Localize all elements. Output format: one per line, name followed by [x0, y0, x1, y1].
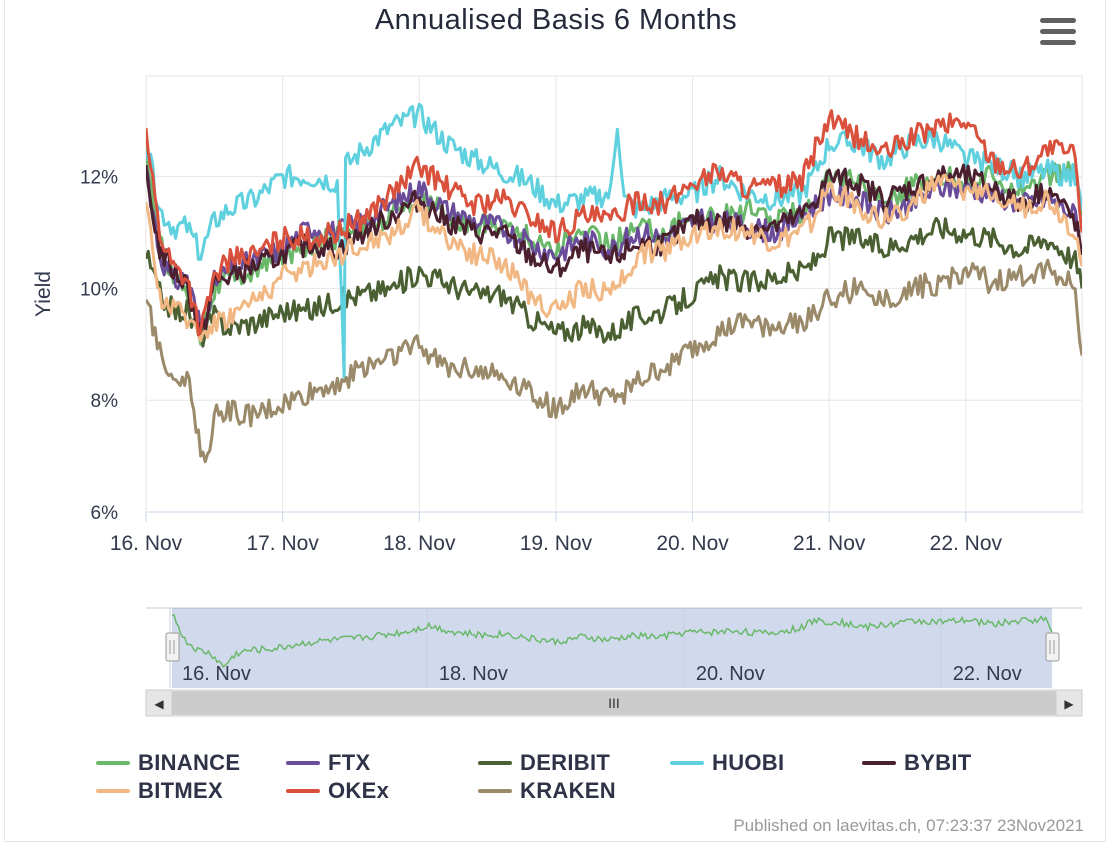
series-line-deribit[interactable] [146, 216, 1082, 348]
series-line-bitmex[interactable] [146, 173, 1082, 343]
legend-item-binance[interactable]: BINANCE [96, 750, 240, 776]
legend-item-huobi[interactable]: HUOBI [670, 750, 784, 776]
x-tick-label: 22. Nov [930, 532, 1003, 555]
x-tick-label: 17. Nov [246, 532, 319, 555]
legend-swatch [862, 761, 896, 765]
series-group [146, 102, 1082, 464]
series-line-kraken[interactable] [146, 258, 1082, 464]
navigator-right-handle[interactable] [1045, 632, 1060, 662]
legend-label: BITMEX [138, 778, 223, 803]
handle-body[interactable] [1045, 632, 1060, 662]
legend-label: BYBIT [904, 750, 972, 775]
y-tick-label: 6% [91, 503, 119, 524]
scrollbar-grip-icon[interactable]: III [608, 695, 620, 711]
y-tick-label: 12% [80, 168, 118, 189]
y-tick-label: 8% [91, 391, 119, 412]
scroll-right-arrow-icon[interactable]: ▶ [1064, 697, 1074, 711]
legend-label: KRAKEN [520, 778, 616, 803]
scrollbar-right-button[interactable] [1055, 689, 1083, 717]
legend-swatch [478, 789, 512, 793]
navigator-series-line [171, 614, 1053, 669]
series-line-huobi[interactable] [146, 102, 1082, 379]
legend-item-ftx[interactable]: FTX [286, 750, 370, 776]
credits-text[interactable]: Published on laevitas.ch, 07:23:37 23Nov… [733, 816, 1084, 835]
legend-label: BINANCE [138, 750, 241, 775]
legend-swatch [478, 761, 512, 765]
legend-item-okex[interactable]: OKEx [286, 778, 389, 804]
chart-title: Annualised Basis 6 Months [374, 4, 738, 36]
navigator-left-handle[interactable] [165, 632, 180, 662]
legend-label: OKEx [328, 778, 390, 803]
scroll-left-arrow-icon[interactable]: ◀ [154, 697, 164, 711]
navigator-tick-label: 18. Nov [439, 663, 508, 685]
x-tick-label: 19. Nov [520, 532, 593, 555]
legend-swatch [286, 789, 320, 793]
navigator-tick-label: 20. Nov [696, 663, 765, 685]
y-axis-title: Yield [32, 271, 55, 317]
legend-swatch [286, 761, 320, 765]
scrollbar-thumb[interactable] [172, 691, 1056, 715]
legend-label: DERIBIT [520, 750, 611, 775]
legend-item-kraken[interactable]: KRAKEN [478, 778, 616, 804]
legend-swatch [96, 761, 130, 765]
x-tick-label: 21. Nov [793, 532, 866, 555]
navigator-bg [146, 608, 1082, 688]
x-tick-label: 18. Nov [383, 532, 456, 555]
legend-item-deribit[interactable]: DERIBIT [478, 750, 610, 776]
x-tick-label: 20. Nov [656, 532, 729, 555]
scrollbar-left-button[interactable] [145, 689, 173, 717]
legend-swatch [96, 789, 130, 793]
plot-area [145, 75, 1083, 513]
chart-container [4, 0, 1106, 842]
legend-label: FTX [328, 750, 371, 775]
handle-body[interactable] [165, 632, 180, 662]
hamburger-menu-icon[interactable] [1040, 18, 1076, 48]
legend-label: HUOBI [712, 750, 785, 775]
navigator-tick-label: 22. Nov [953, 663, 1022, 685]
legend-item-bybit[interactable]: BYBIT [862, 750, 972, 776]
y-tick-label: 10% [80, 279, 118, 300]
navigator-tick-label: 16. Nov [182, 663, 251, 685]
legend: BINANCE FTX DERIBIT HUOBI BYBIT BITMEX OKEx KRA… [96, 750, 1056, 810]
legend-swatch [670, 761, 704, 765]
x-tick-label: 16. Nov [110, 532, 183, 555]
series-line-okex[interactable] [146, 109, 1082, 337]
legend-item-bitmex[interactable]: BITMEX [96, 778, 223, 804]
